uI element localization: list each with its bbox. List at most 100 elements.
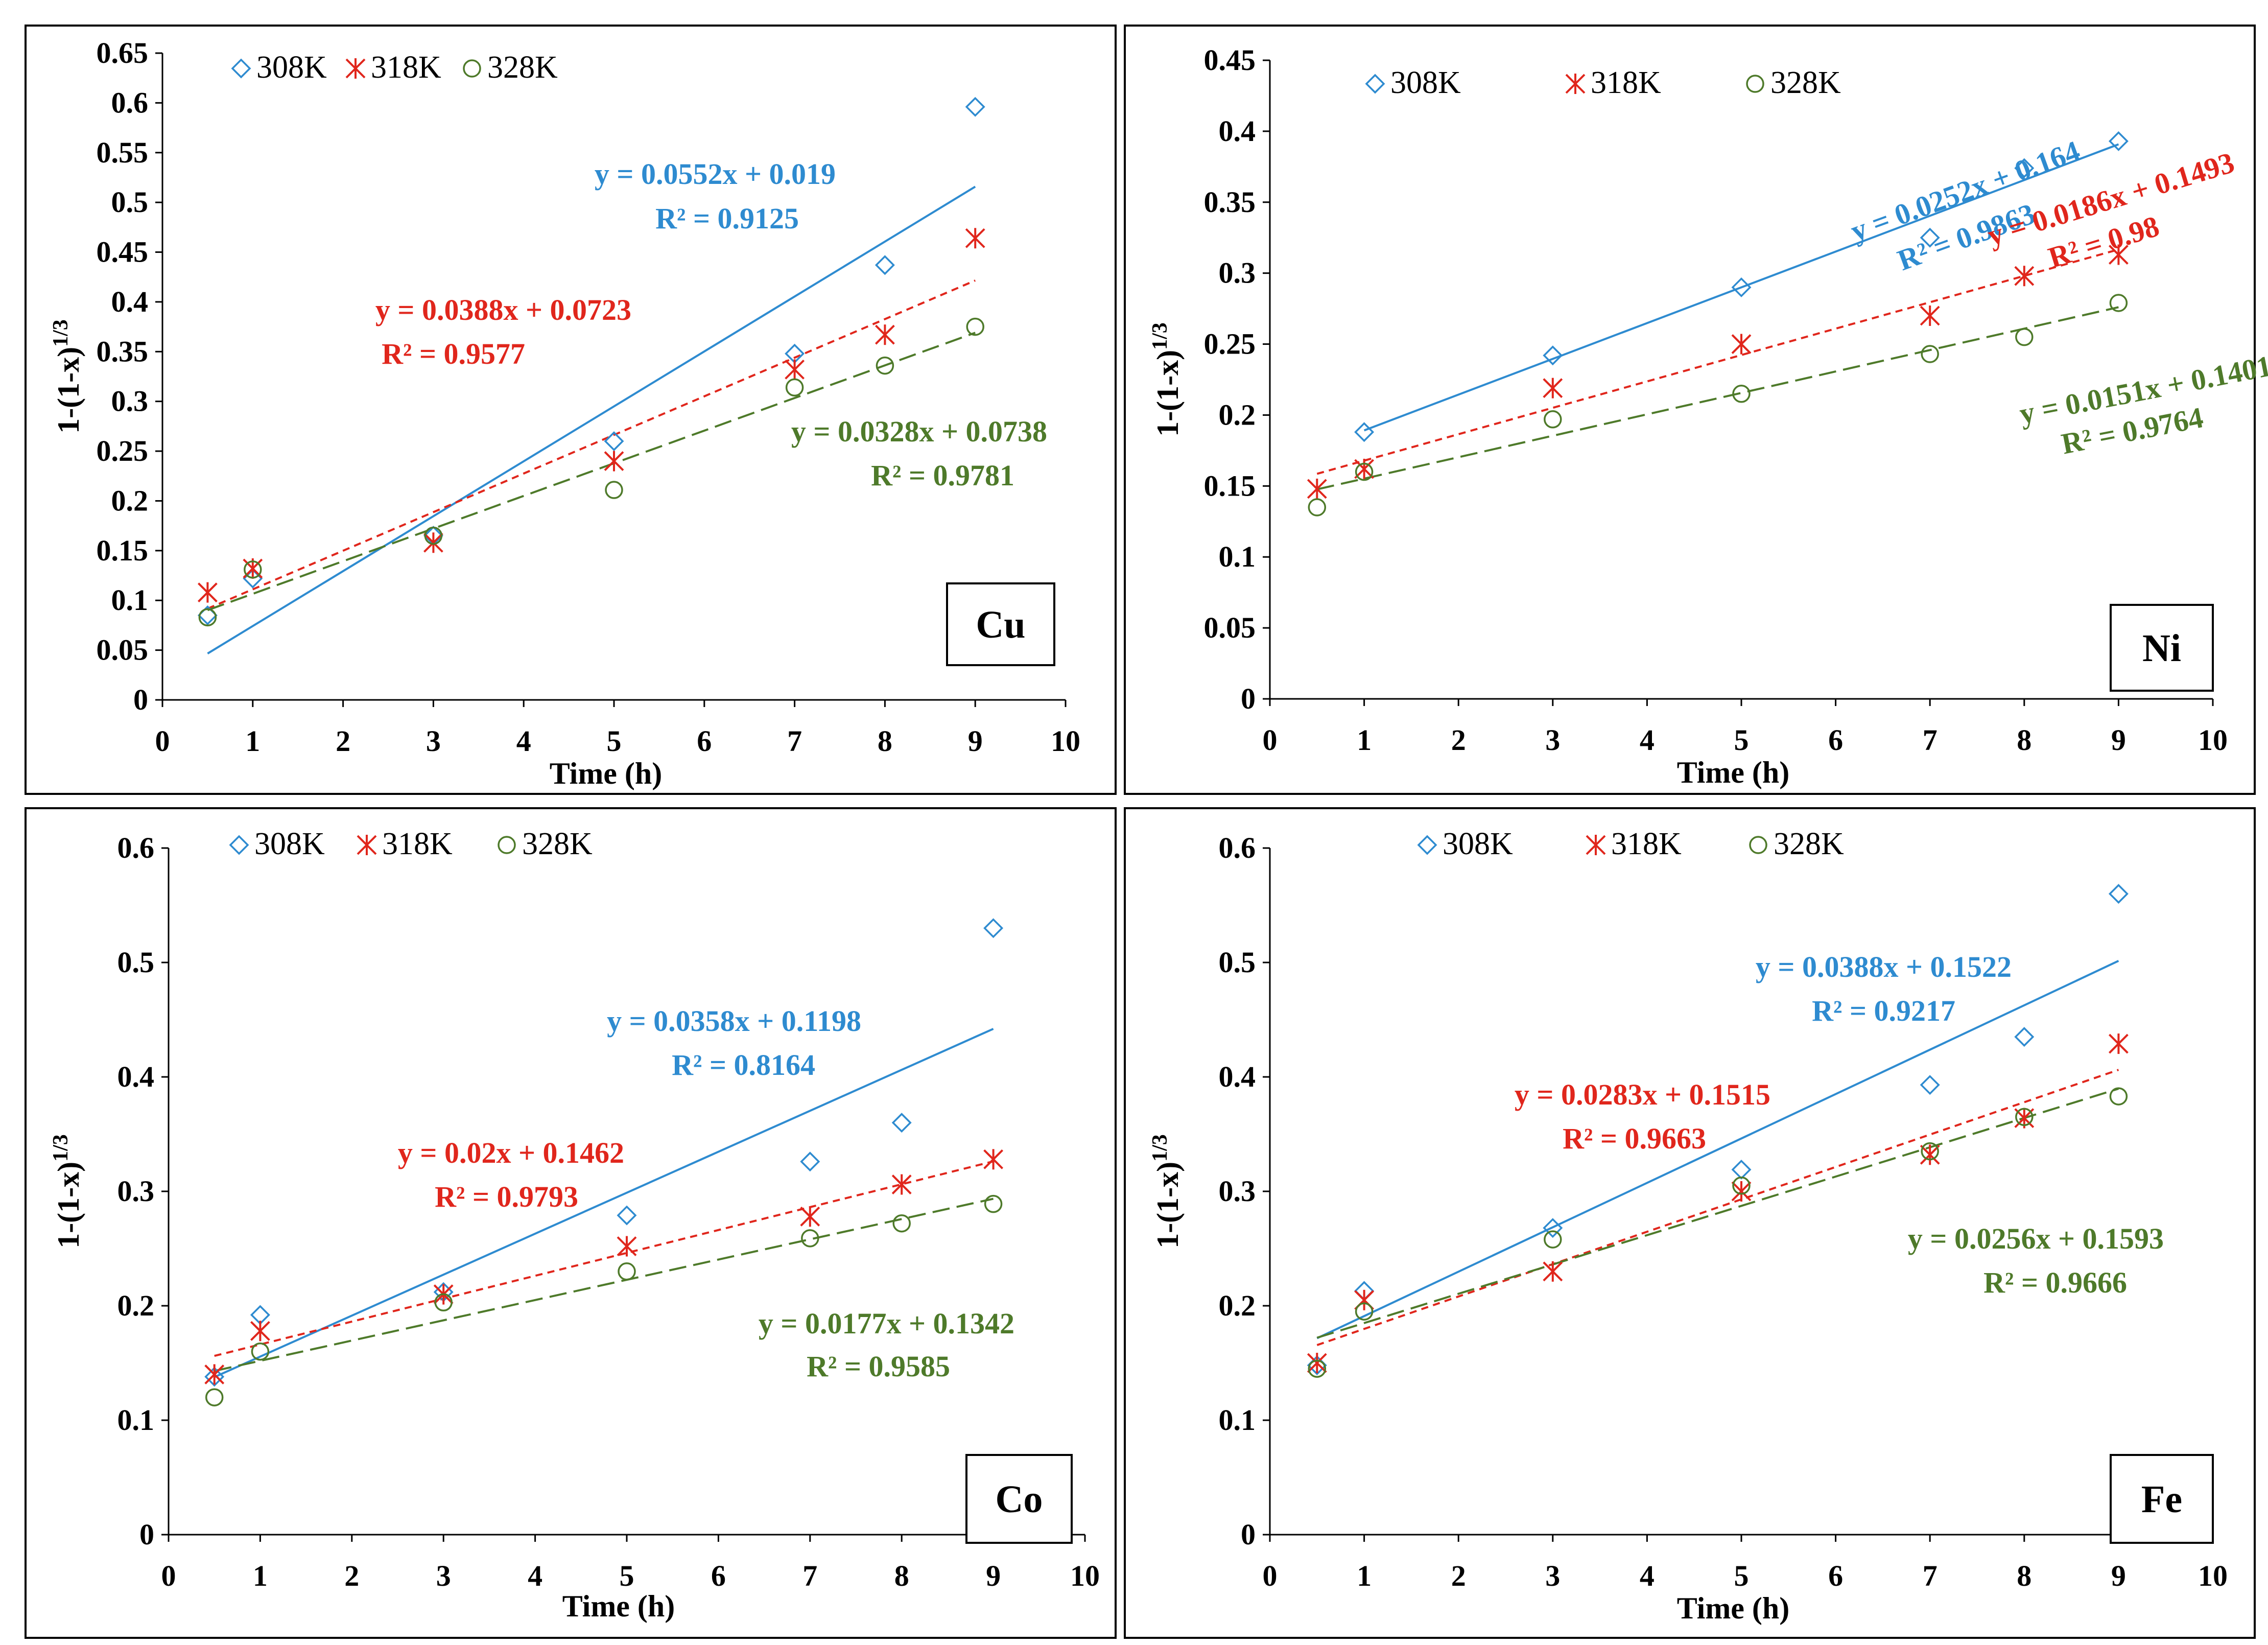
x-axis-label: Time (h) [1677, 1591, 1790, 1625]
r-squared-318K: R² = 0.9577 [382, 337, 525, 370]
element-tag-label: Fe [2141, 1478, 2182, 1521]
x-tick-label: 3 [426, 724, 441, 758]
x-tick-label: 8 [894, 1559, 909, 1592]
data-point-308K [1731, 1159, 1752, 1180]
x-tick-label: 0 [161, 1559, 176, 1592]
y-tick-label: 0 [133, 683, 148, 716]
y-tick-label: 0.3 [111, 385, 149, 418]
data-point-328K [892, 1214, 911, 1233]
data-point-328K [2109, 1087, 2128, 1106]
r-squared-318K: R² = 0.9663 [1563, 1122, 1706, 1155]
x-tick-label: 7 [1923, 723, 1938, 757]
y-tick-label: 0.4 [1219, 1060, 1256, 1093]
data-point-318K [800, 1206, 820, 1227]
fit-equation-318K: y = 0.0283x + 0.1515 [1515, 1078, 1770, 1111]
data-point-308K [891, 1113, 912, 1133]
y-tick-label: 0.05 [97, 633, 149, 667]
data-point-318K [204, 1364, 225, 1385]
y-tick-label: 0.45 [97, 236, 149, 269]
legend-label-318K: 318K [1611, 827, 1682, 861]
r-squared-308K: R² = 0.8164 [672, 1048, 815, 1082]
data-point-328K [1732, 1177, 1751, 1195]
fit-equation-328K: y = 0.0328x + 0.0738 [791, 415, 1047, 448]
data-point-318K [1307, 1353, 1327, 1373]
data-point-318K [2108, 1033, 2129, 1054]
y-tick-label: 0.1 [111, 583, 149, 617]
trendline-328K [1316, 1088, 2119, 1339]
trendline-308K [207, 185, 976, 654]
data-point-328K [1544, 1230, 1562, 1249]
legend-label-308K: 308K [1443, 827, 1513, 861]
data-point-308K [2014, 158, 2035, 178]
x-tick-label: 4 [1640, 1559, 1655, 1592]
data-point-318K [1543, 1261, 1563, 1282]
y-tick-label: 0.4 [1219, 114, 1256, 148]
chart-panel-ni: 0 0.05 0.1 0.15 0.2 0.25 0.3 0.35 0.4 0.45 0 1 2 3 4 5 6… [1124, 25, 2268, 795]
chart-cu: 0 0.05 0.1 0.15 0.2 0.25 0.3 0.35 0.4 0.45 0.5 0.55… [49, 36, 1080, 790]
trendline-308K [1316, 960, 2119, 1340]
data-point-308K [1543, 1218, 1563, 1238]
data-point-328K [2109, 294, 2128, 312]
element-tag-label: Ni [2142, 627, 2181, 670]
y-tick-label: 0.3 [1219, 1174, 1256, 1208]
x-tick-label: 7 [787, 724, 802, 758]
fit-equation-328K: y = 0.0256x + 0.1593 [1908, 1222, 2164, 1255]
data-point-308K [1920, 227, 1940, 248]
r-squared-308K: R² = 0.9125 [655, 202, 799, 235]
y-tick-label: 0.2 [1219, 1289, 1256, 1322]
data-point-318K [1920, 1144, 1940, 1165]
element-tag-box [2110, 604, 2214, 692]
data-point-318K [1543, 378, 1563, 398]
data-point-328K [785, 378, 804, 397]
data-point-318K [983, 1149, 1004, 1170]
data-point-318K [785, 359, 805, 380]
x-tick-label: 1 [1357, 723, 1372, 757]
x-tick-label: 2 [1451, 1559, 1466, 1592]
data-point-318K [423, 532, 443, 553]
element-tag-label: Cu [976, 603, 1025, 646]
fit-equation-308K: y = 0.0358x + 0.1198 [607, 1004, 861, 1038]
y-tick-label: 0.25 [97, 434, 149, 467]
data-point-308K [1731, 277, 1752, 297]
chart-panel-cu: 0 0.05 0.1 0.15 0.2 0.25 0.3 0.35 0.4 0.45 0.5 0.55… [25, 25, 1117, 795]
y-axis-label: 1-(1-x)1/3 [1148, 322, 1185, 437]
y-axis-label: 1-(1-x)1/3 [1148, 1134, 1185, 1249]
x-tick-label: 5 [1734, 1559, 1749, 1592]
data-point-328K [1921, 1142, 1939, 1161]
y-tick-label: 0.6 [111, 86, 149, 119]
y-tick-label: 0.65 [97, 36, 149, 69]
y-tick-label: 0.45 [1204, 43, 1256, 77]
trendline-308K [1363, 143, 2119, 432]
legend-label-308K: 308K [256, 50, 327, 85]
x-tick-label: 0 [1263, 1559, 1278, 1592]
chart-panel-fe: 0 0.1 0.2 0.3 0.4 0.5 0.6 0 1 2 3 4 5 6 7 8 9 10 Time (h) 1… [1124, 807, 2256, 1639]
y-tick-label: 0.15 [97, 534, 149, 567]
legend-label-308K: 308K [254, 827, 325, 861]
y-tick-label: 0.25 [1204, 327, 1256, 361]
y-tick-label: 0 [1241, 1518, 1256, 1551]
data-point-328K [1308, 498, 1327, 516]
legend-marker-318K [1565, 74, 1586, 94]
legend-label-318K: 318K [382, 827, 453, 861]
y-axis-label: 1-(1-x)1/3 [49, 1134, 85, 1249]
y-tick-label: 0.55 [97, 136, 149, 169]
trendline-308K [214, 1028, 994, 1378]
x-tick-label: 1 [253, 1559, 268, 1592]
chart-fe: 0 0.1 0.2 0.3 0.4 0.5 0.6 0 1 2 3 4 5 6 7 8 9 10 Time (h) 1… [1148, 827, 2228, 1625]
r-squared-328K: R² = 0.9666 [1983, 1266, 2127, 1299]
legend-label-318K: 318K [371, 50, 441, 85]
data-point-318K [2108, 244, 2129, 265]
x-tick-label: 7 [1923, 1559, 1938, 1592]
x-tick-label: 5 [1734, 723, 1749, 757]
legend-label-328K: 328K [522, 827, 593, 861]
data-point-328K [251, 1342, 270, 1361]
y-tick-label: 0.3 [1219, 256, 1256, 290]
chart-ni: 0 0.05 0.1 0.15 0.2 0.25 0.3 0.35 0.4 0.45 0 1 2 3 4 5 6… [1148, 43, 2268, 789]
x-tick-label: 1 [1357, 1559, 1372, 1592]
x-tick-label: 6 [711, 1559, 726, 1592]
data-point-328K [966, 317, 984, 336]
chart-panel-co: 0 0.1 0.2 0.3 0.4 0.5 0.6 0 1 2 3 4 5 6 7 8 9 10 Time (h) 1… [25, 807, 1117, 1639]
r-squared-328K: R² = 0.9585 [807, 1350, 950, 1383]
data-point-308K [204, 1367, 225, 1387]
data-point-328K [984, 1194, 1003, 1213]
